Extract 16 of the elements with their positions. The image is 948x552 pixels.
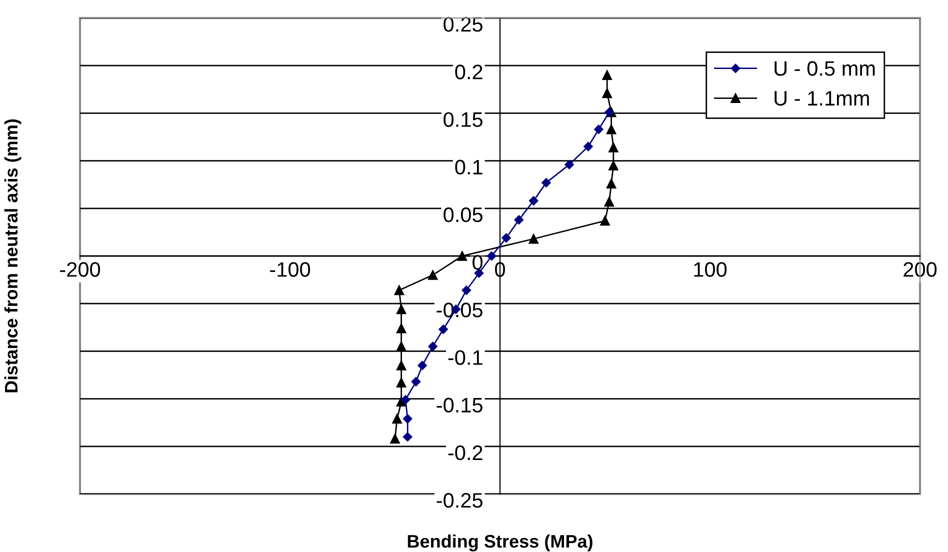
legend-label: U - 1.1mm [774, 91, 869, 106]
y-tick-label: 0.15 [444, 112, 482, 127]
x-tick-label: 200 [904, 262, 937, 277]
y-tick-label: -0.15 [436, 398, 482, 413]
y-tick-label: -0.2 [448, 445, 482, 460]
y-tick-label: -0.25 [436, 493, 482, 508]
y-tick-label: -0.1 [448, 350, 482, 365]
legend-label: U - 0.5 mm [774, 61, 875, 76]
x-axis-title: Bending Stress (MPa) [408, 534, 592, 552]
y-tick-label: 0.05 [444, 207, 482, 222]
x-tick-label: 100 [694, 262, 727, 277]
x-tick-label: -100 [270, 262, 310, 277]
x-tick-label: -200 [60, 262, 100, 277]
y-tick-label: 0.2 [455, 64, 482, 80]
y-axis-title: Distance from neutral axis (mm) [4, 119, 22, 392]
y-tick-label: 0.1 [455, 160, 482, 175]
